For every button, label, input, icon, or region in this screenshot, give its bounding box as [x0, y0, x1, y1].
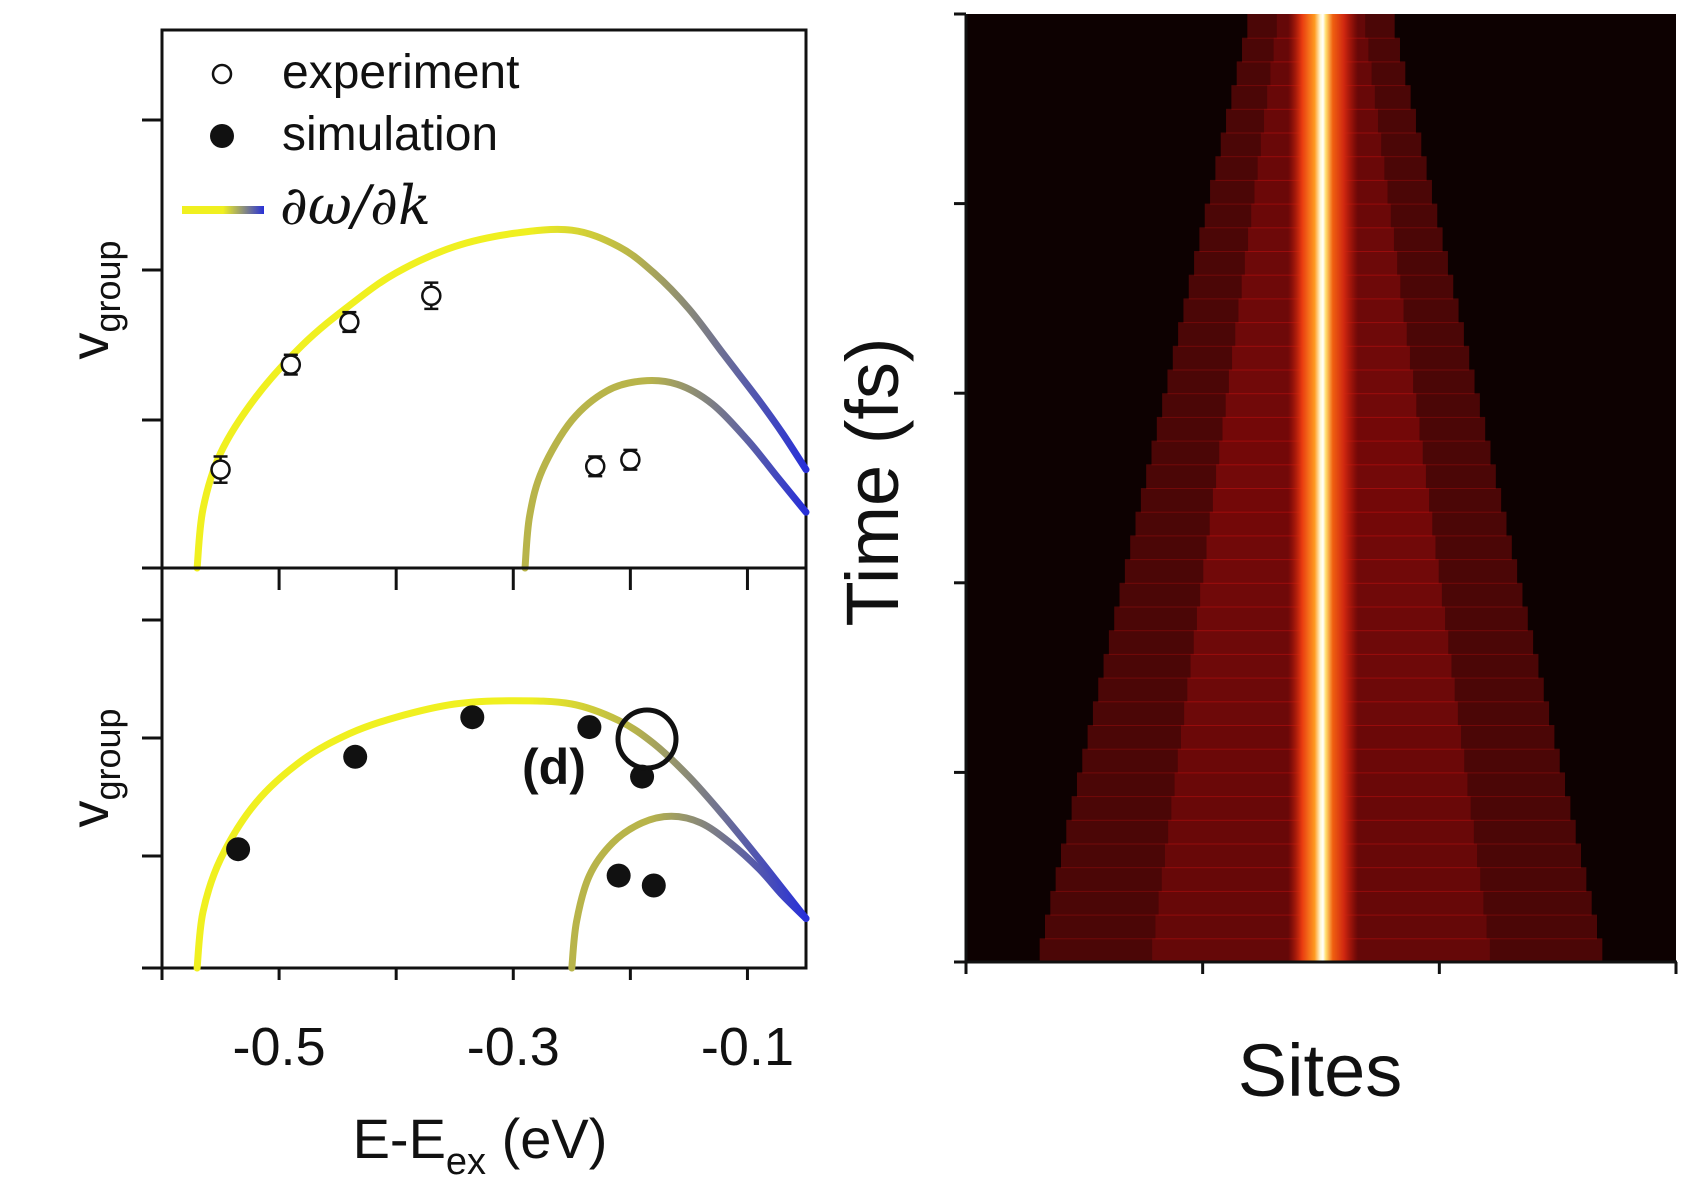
x-tick-label-1: -0.3: [467, 1017, 560, 1077]
simulation-point: [226, 837, 251, 862]
legend-experiment-marker: [211, 63, 233, 85]
top-ylabel-main: v: [60, 333, 120, 360]
bottom-y-ticks: [142, 618, 162, 970]
heatmap-y-axis-label: Time (fs): [831, 337, 914, 626]
annotation-target-ring: [615, 707, 679, 771]
bottom-plot-frame: [160, 566, 808, 970]
heatmap-y-ticks: [954, 12, 966, 964]
x-tick-labels: -0.5 -0.3 -0.1: [233, 1017, 794, 1077]
x-tick-label-2: -0.1: [701, 1017, 794, 1077]
top-y-ticks: [142, 118, 162, 570]
top-ylabel-sub: group: [87, 240, 128, 332]
simulation-points: [226, 705, 666, 898]
heatmap-x-ticks: [964, 962, 1678, 974]
legend-derivative-label: ∂ω/∂k: [280, 174, 431, 237]
simulation-point: [606, 863, 631, 888]
experiment-point: [421, 285, 442, 307]
svg-text:vgroup: vgroup: [60, 708, 128, 827]
top-y-axis-label: vgroup: [60, 240, 128, 359]
legend-simulation-label: simulation: [282, 108, 498, 161]
heatmap-core: [1288, 14, 1358, 962]
simulation-point: [343, 744, 368, 769]
experiment-point: [210, 459, 231, 480]
xlabel-main: E-E: [353, 1107, 446, 1170]
heatmap-x-axis-label: Sites: [1238, 1029, 1403, 1112]
top-derivative-curve-upper: [193, 225, 810, 572]
simulation-point: [577, 715, 602, 740]
bottom-derivative-curve-lower: [568, 812, 810, 972]
top-left-panel: experiment simulation ∂ω/∂k vgroup: [60, 28, 810, 572]
experiment-point: [280, 354, 302, 375]
bottom-ylabel-sub: group: [87, 708, 128, 800]
bottom-left-panel: (d) vgroup -0.5 -0.3 -0.1 E-Eex (eV): [60, 566, 810, 1183]
experiment-points: [210, 281, 641, 484]
experiment-point: [584, 456, 606, 477]
annotation-d-label: (d): [522, 739, 586, 795]
bottom-derivative-curve-upper: [193, 697, 810, 972]
x-tick-label-0: -0.5: [233, 1017, 326, 1077]
legend-simulation-marker: [210, 124, 234, 148]
svg-text:vgroup: vgroup: [60, 240, 128, 359]
experiment-point: [620, 449, 641, 471]
experiment-point: [339, 311, 360, 333]
legend: experiment simulation ∂ω/∂k: [182, 46, 519, 237]
bottom-y-axis-label: vgroup: [60, 708, 128, 827]
legend-derivative-swatch: [182, 206, 264, 214]
simulation-point: [641, 873, 666, 898]
top-derivative-curve-lower: [521, 377, 810, 572]
simulation-point: [630, 764, 655, 789]
shared-x-ticks-top: [160, 568, 749, 590]
simulation-point: [460, 705, 485, 730]
bottom-x-ticks: [160, 968, 749, 980]
xlabel-unit: (eV): [486, 1107, 607, 1170]
xlabel-sub: ex: [446, 1141, 486, 1183]
left-x-axis-label: E-Eex (eV): [353, 1107, 608, 1183]
bottom-ylabel-main: v: [60, 801, 120, 828]
legend-experiment-label: experiment: [282, 46, 519, 99]
heatmap-panel: Sites Time (fs): [831, 12, 1678, 1112]
